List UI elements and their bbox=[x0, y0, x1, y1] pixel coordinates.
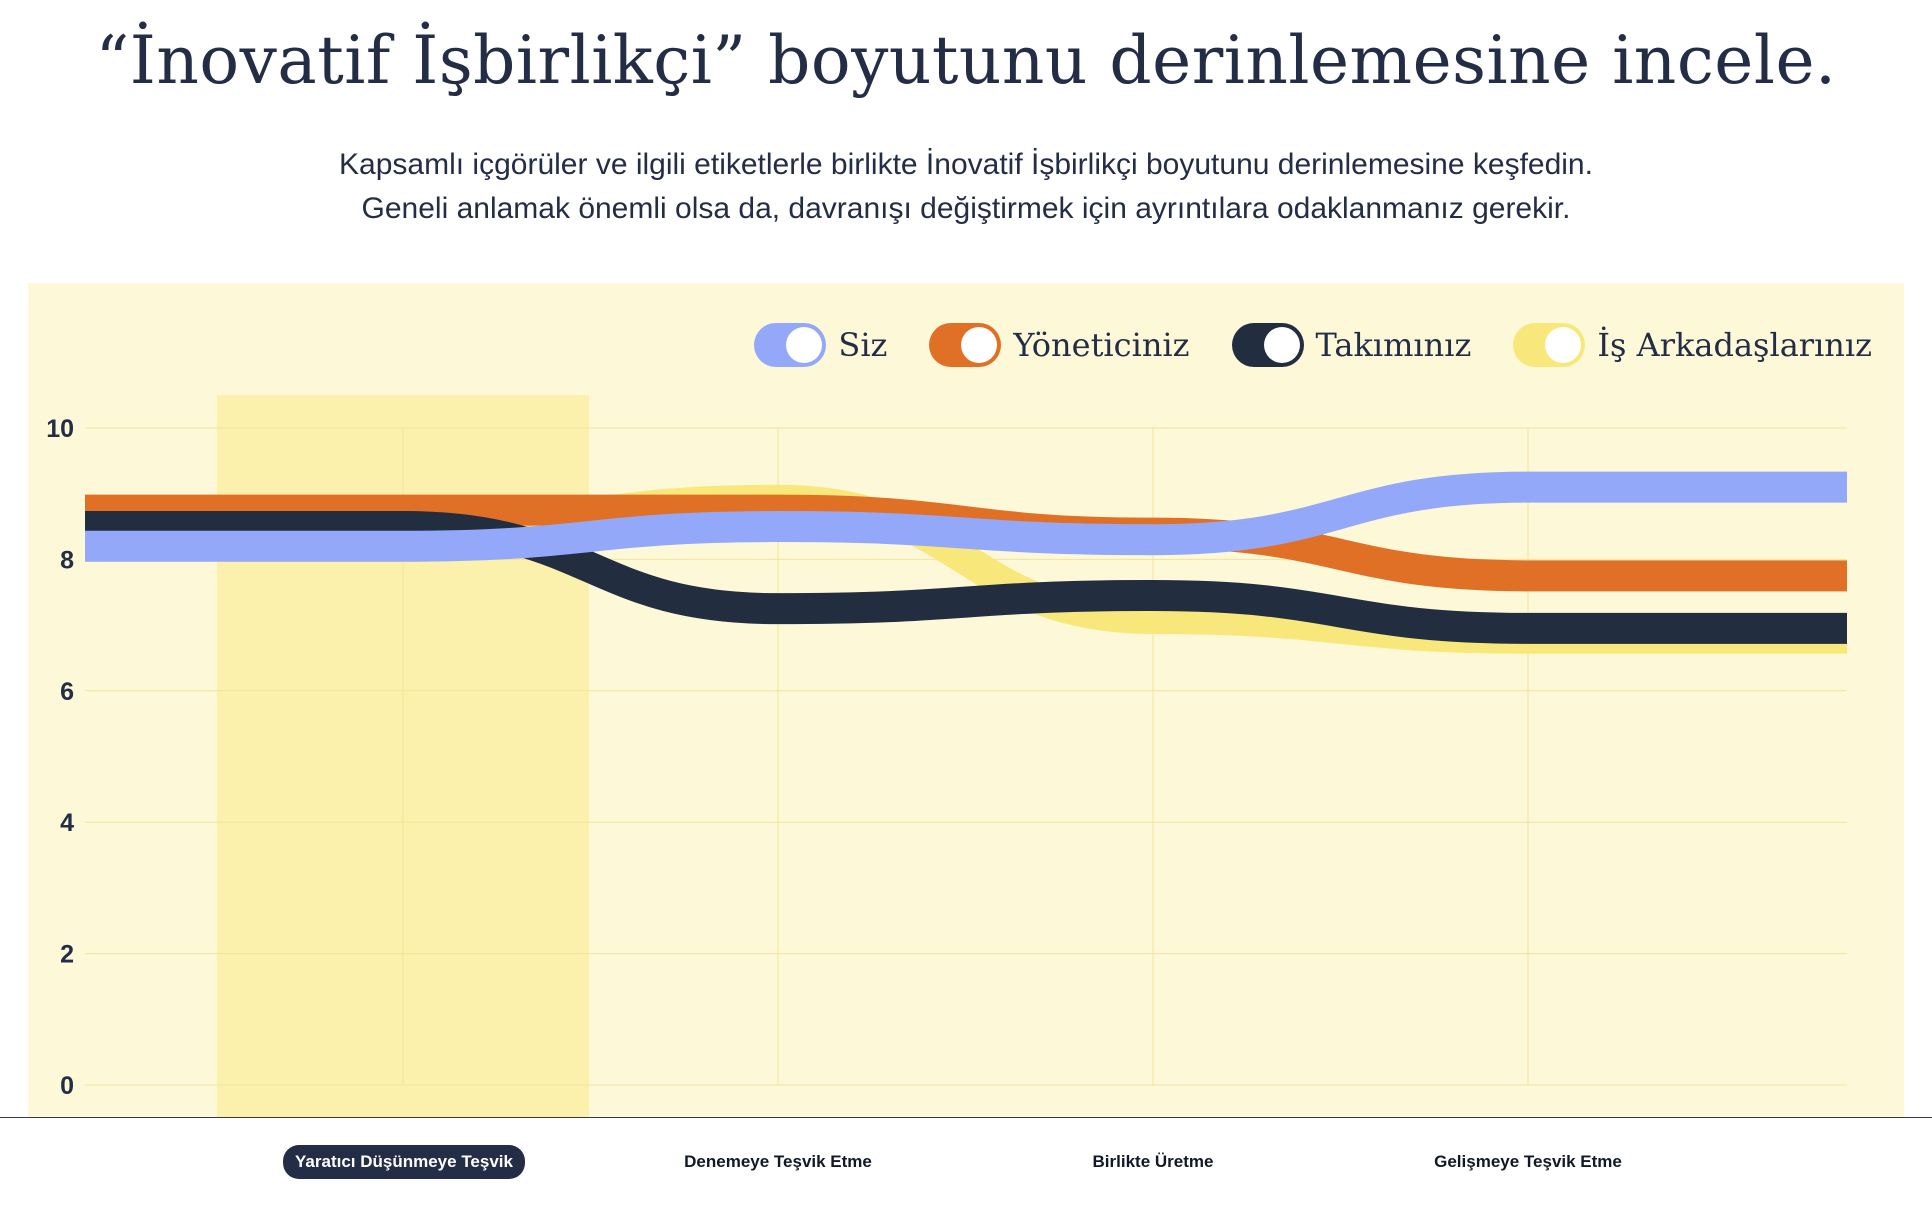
tab-gelismeye-tesvik-etme[interactable]: Gelişmeye Teşvik Etme bbox=[1434, 1152, 1622, 1171]
subtitle-line-2: Geneli anlamak önemli olsa da, davranışı… bbox=[361, 192, 1571, 225]
takiminiz-toggle[interactable] bbox=[1231, 323, 1304, 367]
y-tick-label: 10 bbox=[46, 415, 74, 443]
legend-label-siz: Siz bbox=[838, 326, 888, 364]
legend-item-siz[interactable]: Siz bbox=[754, 323, 887, 367]
legend-label-yoneticiniz: Yöneticiniz bbox=[1013, 326, 1190, 364]
y-tick-label: 6 bbox=[60, 678, 74, 706]
line-chart: 0 2 4 6 8 10 bbox=[46, 395, 1847, 1118]
tab-yaratici-dusunmeye-tesvik[interactable]: Yaratıcı Düşünmeye Teşvik bbox=[283, 1145, 525, 1179]
tab-denemeye-tesvik-etme[interactable]: Denemeye Teşvik Etme bbox=[684, 1152, 872, 1171]
subtitle-line-1: Kapsamlı içgörüler ve ilgili etiketlerle… bbox=[339, 148, 1593, 181]
chart-panel: 0 2 4 6 8 10 Siz Yöneticiniz Takımınız İş Ark… bbox=[28, 283, 1904, 1118]
siz-toggle[interactable] bbox=[754, 323, 827, 367]
legend-item-takiminiz[interactable]: Takımınız bbox=[1231, 323, 1472, 367]
toggle-knob bbox=[1263, 327, 1300, 363]
chart-legend: Siz Yöneticiniz Takımınız İş Arkadaşları… bbox=[712, 323, 1872, 367]
category-tabbar: Yaratıcı Düşünmeye Teşvik Denemeye Teşvi… bbox=[0, 1117, 1932, 1206]
tab-birlikte-uretme[interactable]: Birlikte Üretme bbox=[1092, 1152, 1214, 1171]
series-line-tak-m-n-z bbox=[85, 511, 1847, 644]
toggle-knob bbox=[1545, 327, 1582, 363]
is-arkadaslariniz-toggle[interactable] bbox=[1513, 323, 1586, 367]
yoneticiniz-toggle[interactable] bbox=[929, 323, 1002, 367]
series-line-siz bbox=[84, 471, 1847, 562]
toggle-knob bbox=[786, 327, 823, 363]
y-tick-label: 2 bbox=[60, 941, 74, 969]
y-tick-label: 0 bbox=[60, 1072, 74, 1100]
legend-label-is-arkadaslariniz: İş Arkadaşlarınız bbox=[1597, 326, 1872, 364]
y-tick-label: 8 bbox=[60, 546, 74, 574]
toggle-knob bbox=[961, 327, 998, 363]
legend-item-yoneticiniz[interactable]: Yöneticiniz bbox=[929, 323, 1190, 367]
y-tick-label: 4 bbox=[60, 809, 74, 837]
legend-label-takiminiz: Takımınız bbox=[1315, 326, 1472, 364]
page-subtitle: Kapsamlı içgörüler ve ilgili etiketlerle… bbox=[0, 143, 1932, 231]
legend-item-is-arkadaslariniz[interactable]: İş Arkadaşlarınız bbox=[1513, 323, 1872, 367]
page-title: “İnovatif İşbirlikçi” boyutunu derinleme… bbox=[95, 22, 1837, 99]
